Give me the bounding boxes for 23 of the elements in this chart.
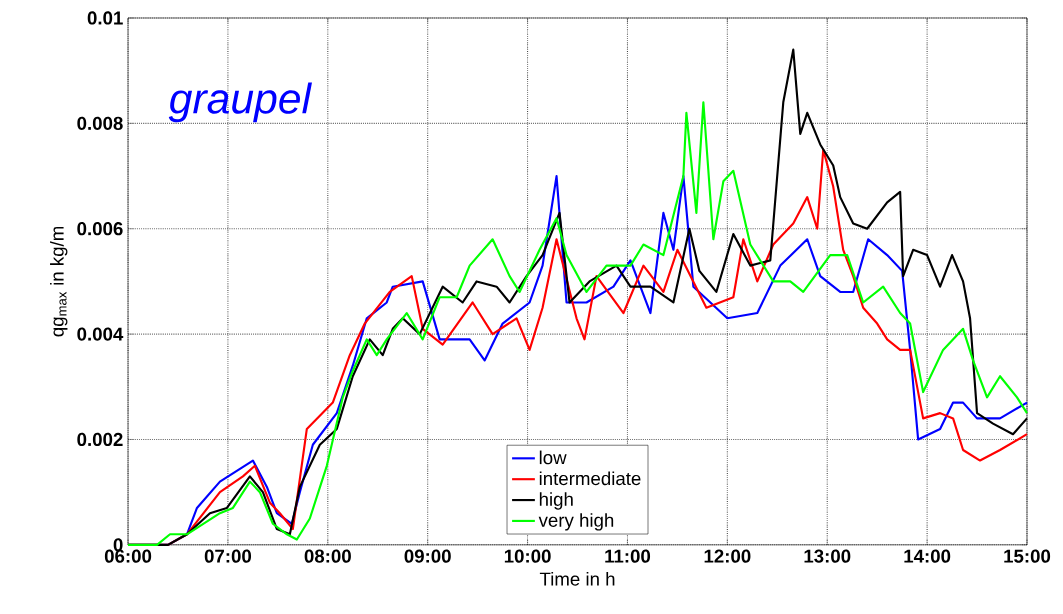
x-tick-label: 12:00 [704, 549, 751, 563]
legend-label: high [539, 492, 573, 510]
legend-label: intermediate [539, 471, 641, 486]
x-tick-label: 09:00 [404, 549, 451, 563]
annotation: graupel [168, 82, 313, 123]
x-tick-label: 10:00 [504, 549, 551, 563]
x-tick-label: 13:00 [804, 549, 851, 563]
x-axis-title: Time in h [539, 571, 615, 586]
y-tick-label: 0.004 [77, 327, 124, 341]
x-tick-label: 08:00 [304, 549, 351, 563]
x-tick-label: 14:00 [904, 549, 951, 563]
y-tick-label: 0.006 [77, 222, 123, 236]
y-axis-title: qg$_{max}$ in kg/m [50, 226, 68, 337]
y-tick-label: 0.002 [77, 432, 123, 446]
x-tick-label: 15:00 [1004, 549, 1051, 563]
y-tick-label: 0.008 [77, 116, 123, 130]
x-tick-label: 07:00 [204, 549, 252, 563]
y-tick-label: 0 [113, 538, 123, 552]
x-tick-label: 11:00 [605, 549, 651, 563]
legend-label: very high [538, 513, 614, 531]
y-tick-label: 0.01 [87, 11, 123, 25]
legend-label: low [539, 450, 567, 465]
x-tick-label: 06:00 [104, 549, 152, 563]
